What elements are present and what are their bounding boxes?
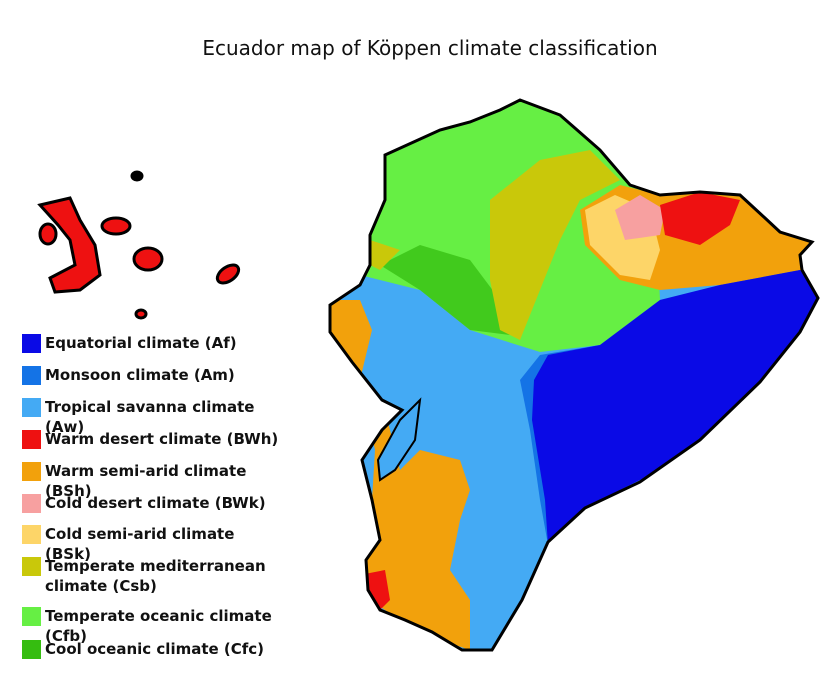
legend-item: Cold semi-arid climate (BSk) <box>22 524 285 564</box>
legend-swatch <box>22 462 41 481</box>
island <box>37 196 102 294</box>
island <box>132 246 164 272</box>
legend-label: Warm desert climate (BWh) <box>45 430 279 448</box>
legend-label: Equatorial climate (Af) <box>45 334 237 352</box>
legend-swatch <box>22 607 41 626</box>
island <box>134 308 148 320</box>
galapagos <box>37 170 241 320</box>
region-cfc <box>380 245 510 335</box>
legend-item: Temperate oceanic climate (Cfb) <box>22 606 285 646</box>
island <box>215 263 241 285</box>
legend-label: Temperate oceanic climate (Cfb) <box>45 607 272 645</box>
legend-item: Warm semi-arid climate (BSh) <box>22 461 285 501</box>
region-bwh-north <box>660 192 740 245</box>
legend-item: Temperate mediterranean climate (Csb) <box>22 556 285 596</box>
gulf-island <box>376 397 422 482</box>
region-csb <box>490 150 620 340</box>
legend-item: Cool oceanic climate (Cfc) <box>22 639 285 659</box>
legend-item: Equatorial climate (Af) <box>22 333 285 353</box>
legend-swatch <box>22 430 41 449</box>
legend-swatch <box>22 366 41 385</box>
legend-label: Cool oceanic climate (Cfc) <box>45 640 265 658</box>
legend-label: Cold semi-arid climate (BSk) <box>45 525 235 563</box>
country-outline <box>328 98 820 652</box>
island <box>38 222 58 246</box>
legend-label: Cold desert climate (BWk) <box>45 494 266 512</box>
region-bwk <box>615 195 665 240</box>
island <box>130 170 144 182</box>
legend-label: Tropical savanna climate (Aw) <box>45 398 255 436</box>
legend-label: Monsoon climate (Am) <box>45 366 235 384</box>
region-csb-2 <box>370 240 400 270</box>
legend-swatch <box>22 334 41 353</box>
title: Ecuador map of Köppen climate classifica… <box>202 36 658 60</box>
legend-swatch <box>22 525 41 544</box>
region-bsh-west <box>330 300 470 650</box>
legend-swatch <box>22 640 41 659</box>
legend-item: Tropical savanna climate (Aw) <box>22 397 285 437</box>
legend-label: Warm semi-arid climate (BSh) <box>45 462 247 500</box>
legend-item: Warm desert climate (BWh) <box>22 429 285 449</box>
region-af <box>532 270 818 545</box>
legend-swatch <box>22 494 41 513</box>
legend-label: Temperate mediterranean climate (Csb) <box>45 557 266 595</box>
legend-swatch <box>22 557 41 576</box>
legend-item: Cold desert climate (BWk) <box>22 493 285 513</box>
legend-item: Monsoon climate (Am) <box>22 365 285 385</box>
island <box>100 216 132 236</box>
legend-swatch <box>22 398 41 417</box>
